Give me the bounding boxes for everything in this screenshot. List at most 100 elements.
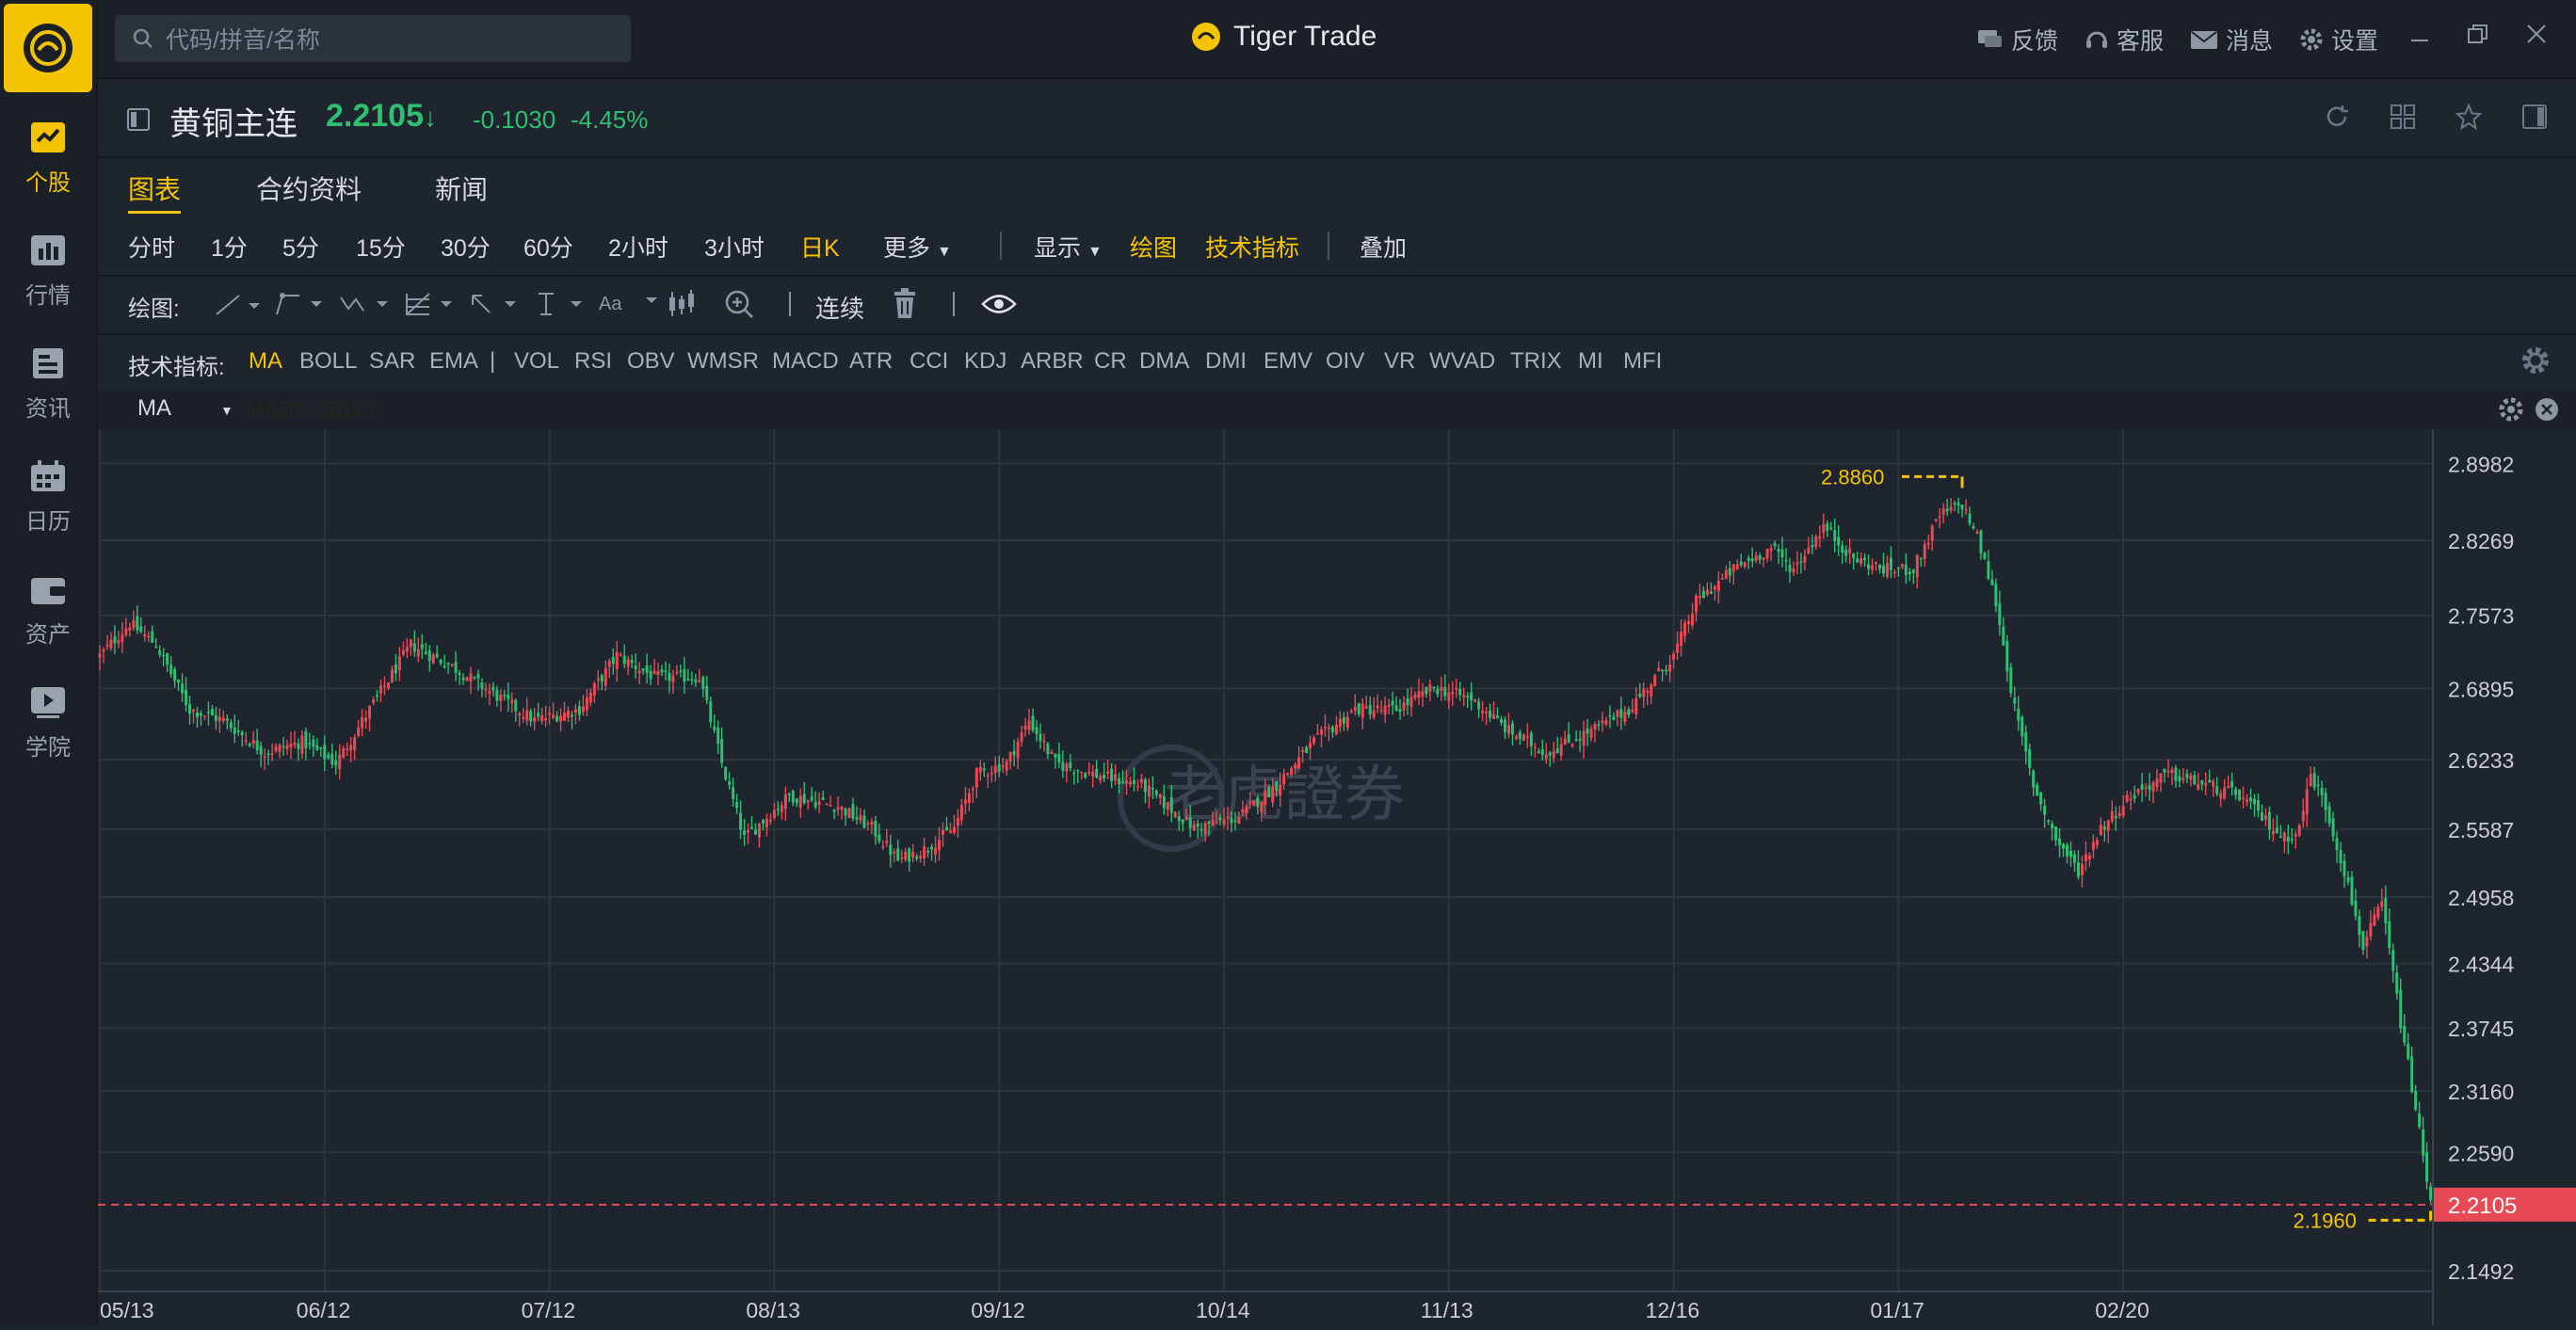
arrow-tool-icon[interactable] bbox=[467, 290, 523, 318]
indicator-mi[interactable]: MI bbox=[1578, 348, 1603, 374]
period-daily[interactable]: 日K bbox=[800, 235, 840, 262]
indicator-obv[interactable]: OBV bbox=[627, 348, 675, 374]
tab-contract-info[interactable]: 合约资料 bbox=[256, 175, 362, 204]
indicator-mfi[interactable]: MFI bbox=[1623, 348, 1663, 374]
candle-body bbox=[802, 793, 806, 804]
minimize-button[interactable] bbox=[2405, 19, 2435, 49]
refresh-icon[interactable] bbox=[2324, 104, 2350, 130]
indicator-dmi[interactable]: DMI bbox=[1205, 348, 1247, 374]
draw-toggle[interactable]: 绘图 bbox=[1130, 235, 1178, 262]
gear-icon[interactable] bbox=[2520, 345, 2552, 377]
display-menu[interactable]: 显示 ▼ bbox=[1034, 230, 1103, 264]
sidebar-item-stock[interactable]: 个股 bbox=[0, 105, 96, 209]
zoom-icon[interactable] bbox=[723, 288, 755, 320]
grid-layout-icon[interactable] bbox=[2390, 104, 2416, 130]
candle bbox=[2271, 818, 2275, 842]
close-button[interactable] bbox=[2521, 19, 2552, 49]
candle bbox=[1833, 518, 1837, 553]
sidebar-item-label: 日历 bbox=[25, 509, 71, 535]
candlestick-chart[interactable]: 老虎證券 2.8860 2.1960 2.8982 2.8269 2.7573 2.68… bbox=[98, 429, 2576, 1325]
line-tool-icon[interactable] bbox=[213, 292, 264, 318]
indicator-rsi[interactable]: RSI bbox=[574, 348, 613, 374]
overlay-button[interactable]: 叠加 bbox=[1360, 235, 1408, 262]
candle bbox=[900, 850, 904, 863]
fibonacci-tool-icon[interactable] bbox=[403, 290, 459, 318]
candle bbox=[1998, 590, 2002, 636]
ma-selector[interactable]: MA ▼ bbox=[137, 395, 233, 422]
panel-toggle-icon[interactable] bbox=[126, 107, 151, 132]
close-circle-icon[interactable] bbox=[2533, 395, 2561, 424]
period-5min[interactable]: 5分 bbox=[282, 235, 319, 262]
period-60min[interactable]: 60分 bbox=[523, 235, 573, 262]
candle bbox=[206, 701, 210, 726]
search-input[interactable]: 代码/拼音/名称 bbox=[115, 15, 631, 62]
period-1min[interactable]: 1分 bbox=[211, 235, 248, 262]
restore-button[interactable] bbox=[2463, 19, 2493, 49]
candle-tool-icon[interactable] bbox=[667, 288, 697, 320]
candle bbox=[1364, 696, 1368, 710]
sidebar-item-calendar[interactable]: 日历 bbox=[0, 444, 96, 548]
trash-icon[interactable] bbox=[891, 286, 919, 320]
period-3hour[interactable]: 3小时 bbox=[704, 235, 765, 262]
tab-chart[interactable]: 图表 bbox=[128, 169, 182, 214]
font-tool-icon[interactable]: Aa bbox=[599, 294, 622, 314]
candle-body bbox=[2422, 1129, 2425, 1156]
feedback-button[interactable]: 反馈 bbox=[1977, 23, 2058, 56]
tab-news[interactable]: 新闻 bbox=[435, 175, 489, 204]
messages-button[interactable]: 消息 bbox=[2190, 23, 2273, 56]
indicator-atr[interactable]: ATR bbox=[849, 348, 894, 374]
sidebar-item-news[interactable]: 资讯 bbox=[0, 331, 96, 435]
candle bbox=[2185, 769, 2189, 784]
indicator-cr[interactable]: CR bbox=[1094, 348, 1127, 374]
eye-icon[interactable] bbox=[981, 292, 1017, 316]
app-logo[interactable] bbox=[4, 4, 92, 92]
indicator-vol[interactable]: VOL bbox=[514, 348, 560, 374]
indicator-cci[interactable]: CCI bbox=[910, 348, 949, 374]
candle-body bbox=[195, 712, 199, 717]
candle-body bbox=[1694, 595, 1698, 613]
indicator-boll[interactable]: BOLL bbox=[299, 348, 358, 374]
period-intraday[interactable]: 分时 bbox=[128, 235, 176, 262]
indicator-arbr[interactable]: ARBR bbox=[1021, 348, 1084, 374]
candle bbox=[544, 705, 548, 728]
star-icon[interactable] bbox=[2455, 104, 2482, 130]
period-15min[interactable]: 15分 bbox=[356, 235, 406, 262]
period-30min[interactable]: 30分 bbox=[441, 235, 491, 262]
indicator-ma[interactable]: MA bbox=[249, 348, 282, 374]
sidebar-item-academy[interactable]: 学院 bbox=[0, 670, 96, 774]
indicator-dma[interactable]: DMA bbox=[1139, 348, 1190, 374]
candle bbox=[1915, 553, 1919, 589]
candle-body bbox=[1188, 817, 1192, 828]
indicator-trix[interactable]: TRIX bbox=[1510, 348, 1562, 374]
polyline-tool-icon[interactable] bbox=[273, 290, 330, 318]
text-cursor-tool-icon[interactable] bbox=[533, 290, 589, 318]
indicator-toggle[interactable]: 技术指标 bbox=[1205, 235, 1300, 262]
candle bbox=[1147, 777, 1151, 809]
sidebar-item-assets[interactable]: 资产 bbox=[0, 557, 96, 661]
support-button[interactable]: 客服 bbox=[2085, 23, 2164, 56]
candle-body bbox=[1829, 527, 1833, 530]
indicator-wmsr[interactable]: WMSR bbox=[687, 348, 759, 374]
gear-icon[interactable] bbox=[2497, 395, 2525, 424]
indicator-emv[interactable]: EMV bbox=[1264, 348, 1313, 374]
period-2hour[interactable]: 2小时 bbox=[608, 235, 668, 262]
settings-button[interactable]: 设置 bbox=[2299, 23, 2378, 56]
candle-body bbox=[1087, 771, 1091, 774]
side-panel-icon[interactable] bbox=[2521, 104, 2548, 130]
indicator-ema[interactable]: EMA bbox=[429, 348, 479, 374]
wave-tool-icon[interactable] bbox=[339, 290, 395, 318]
indicator-vr[interactable]: VR bbox=[1384, 348, 1416, 374]
candle-body bbox=[1631, 709, 1634, 713]
continuous-draw-toggle[interactable]: 连续 bbox=[815, 295, 865, 323]
period-more[interactable]: 更多 ▼ bbox=[883, 230, 952, 264]
indicator-macd[interactable]: MACD bbox=[772, 348, 839, 374]
candle-body bbox=[1646, 691, 1650, 694]
indicator-sar[interactable]: SAR bbox=[369, 348, 416, 374]
sidebar-item-market[interactable]: 行情 bbox=[0, 218, 96, 322]
indicator-kdj[interactable]: KDJ bbox=[964, 348, 1007, 374]
candle bbox=[427, 645, 431, 672]
indicator-wvad[interactable]: WVAD bbox=[1429, 348, 1496, 374]
candle bbox=[1769, 544, 1773, 562]
indicator-oiv[interactable]: OIV bbox=[1326, 348, 1365, 374]
